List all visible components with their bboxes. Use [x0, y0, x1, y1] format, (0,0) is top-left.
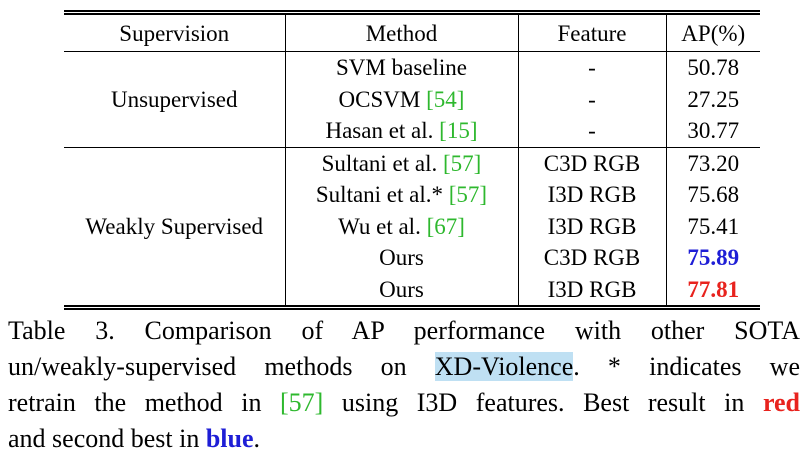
- method-cell: OCSVM [54]: [285, 83, 519, 115]
- header-ap: AP(%): [666, 12, 760, 52]
- method-name: Sultani et al.: [321, 150, 444, 176]
- caption-blue-word: blue: [205, 424, 254, 453]
- citation-link[interactable]: [15]: [439, 118, 478, 144]
- highlighted-dataset-name: XD-Violence: [434, 352, 574, 381]
- feature-cell: I3D RGB: [518, 273, 667, 310]
- results-table-container: Supervision Method Feature AP(%) Unsuper…: [64, 10, 760, 310]
- table-row: Wu et al. [67] I3D RGB 75.41: [64, 210, 760, 242]
- header-method: Method: [285, 12, 519, 52]
- ap-cell-second-best: 75.89: [687, 245, 740, 271]
- method-name: Ours: [379, 245, 424, 271]
- ap-cell: 75.68: [687, 182, 740, 208]
- method-cell: Sultani et al. [57]: [285, 146, 519, 179]
- header-feature: Feature: [518, 12, 667, 52]
- caption-text: using I3D features. Best result in: [323, 388, 763, 417]
- method-name: Hasan et al.: [325, 118, 440, 144]
- table-row: Ours I3D RGB 77.81: [64, 273, 760, 310]
- feature-cell: I3D RGB: [518, 210, 667, 242]
- table-row: OCSVM [54] - 27.25: [64, 83, 760, 115]
- citation-link[interactable]: [57]: [280, 388, 324, 417]
- table-row: Ours C3D RGB 75.89: [64, 242, 760, 274]
- supervision-cell: Unsupervised: [64, 51, 286, 147]
- method-name: Ours: [379, 276, 424, 302]
- feature-cell: C3D RGB: [518, 146, 667, 179]
- citation-link[interactable]: [54]: [426, 86, 465, 112]
- method-name: OCSVM: [338, 86, 427, 112]
- feature-cell: I3D RGB: [518, 179, 667, 211]
- caption-line: un/weakly-supervised methods on XD-Viole…: [8, 349, 800, 385]
- feature-cell: -: [518, 51, 667, 84]
- caption-text: Table 3. Comparison of AP performance wi…: [8, 316, 800, 345]
- ap-cell: 75.41: [687, 213, 740, 239]
- table-row: Sultani et al.* [57] I3D RGB 75.68: [64, 179, 760, 211]
- method-cell: SVM baseline: [285, 51, 519, 84]
- citation-link[interactable]: [57]: [448, 182, 488, 208]
- method-cell: Hasan et al. [15]: [285, 115, 519, 147]
- ap-cell-best: 77.81: [666, 273, 760, 310]
- results-table: Supervision Method Feature AP(%) Unsuper…: [64, 10, 760, 310]
- table-caption: Table 3. Comparison of AP performance wi…: [8, 313, 800, 457]
- table-row: Weakly Supervised Sultani et al. [57] C3…: [64, 146, 760, 310]
- feature-cell: C3D RGB: [518, 242, 667, 274]
- ap-cell: 50.78: [666, 51, 760, 84]
- method-name: Wu et al.: [338, 213, 427, 239]
- ap-cell: 73.20: [666, 146, 760, 179]
- method-cell: Ours: [285, 273, 519, 310]
- table-row: Unsupervised SVM baseline - 50.78: [64, 51, 760, 147]
- citation-link[interactable]: [57]: [443, 150, 482, 176]
- caption-text: . * indicates we: [573, 352, 800, 381]
- caption-text: .: [253, 424, 261, 453]
- method-cell: Sultani et al.* [57]: [285, 179, 519, 211]
- header-row: Supervision Method Feature AP(%): [64, 12, 760, 52]
- ap-cell: 30.77: [687, 118, 740, 144]
- caption-line: Table 3. Comparison of AP performance wi…: [8, 313, 800, 349]
- ap-cell: 27.25: [687, 86, 740, 112]
- method-name: SVM baseline: [336, 55, 467, 81]
- feature-cell: -: [518, 115, 667, 147]
- method-cell: Wu et al. [67]: [285, 210, 519, 242]
- feature-cell: -: [518, 83, 667, 115]
- citation-link[interactable]: [67]: [426, 213, 465, 239]
- supervision-cell: Weakly Supervised: [64, 146, 286, 310]
- caption-text: and second best in: [8, 424, 206, 453]
- caption-text: retrain the method in: [8, 388, 281, 417]
- caption-red-word: red: [762, 388, 801, 417]
- method-cell: Ours: [285, 242, 519, 274]
- header-supervision: Supervision: [64, 12, 286, 52]
- caption-line: and second best in blue.: [8, 421, 800, 457]
- table-row: Hasan et al. [15] - 30.77: [64, 115, 760, 147]
- caption-text: un/weakly-supervised methods on: [8, 352, 435, 381]
- method-name: Sultani et al.*: [315, 182, 449, 208]
- caption-line: retrain the method in [57] using I3D fea…: [8, 385, 800, 421]
